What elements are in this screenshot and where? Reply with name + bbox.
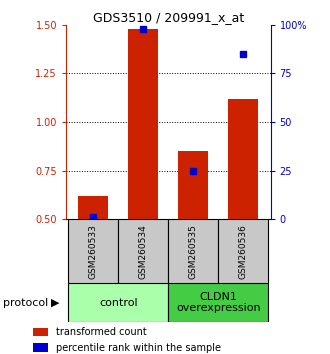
Bar xyxy=(33,343,48,353)
Bar xyxy=(79,196,109,219)
Bar xyxy=(218,219,268,283)
Bar xyxy=(128,29,158,219)
Text: protocol: protocol xyxy=(3,298,49,308)
Bar xyxy=(118,219,168,283)
Text: percentile rank within the sample: percentile rank within the sample xyxy=(56,343,221,353)
Bar xyxy=(69,219,118,283)
Bar xyxy=(168,219,218,283)
Title: GDS3510 / 209991_x_at: GDS3510 / 209991_x_at xyxy=(93,11,244,24)
Text: GSM260533: GSM260533 xyxy=(89,224,98,279)
Bar xyxy=(33,327,48,336)
Bar xyxy=(178,152,208,219)
Text: ▶: ▶ xyxy=(51,298,60,308)
Text: control: control xyxy=(99,298,138,308)
Text: GSM260536: GSM260536 xyxy=(239,224,248,279)
Text: transformed count: transformed count xyxy=(56,327,147,337)
Bar xyxy=(168,283,268,322)
Text: GSM260535: GSM260535 xyxy=(189,224,198,279)
Text: GSM260534: GSM260534 xyxy=(139,224,148,279)
Bar xyxy=(228,99,258,219)
Text: CLDN1
overexpression: CLDN1 overexpression xyxy=(176,292,260,314)
Bar xyxy=(69,283,168,322)
